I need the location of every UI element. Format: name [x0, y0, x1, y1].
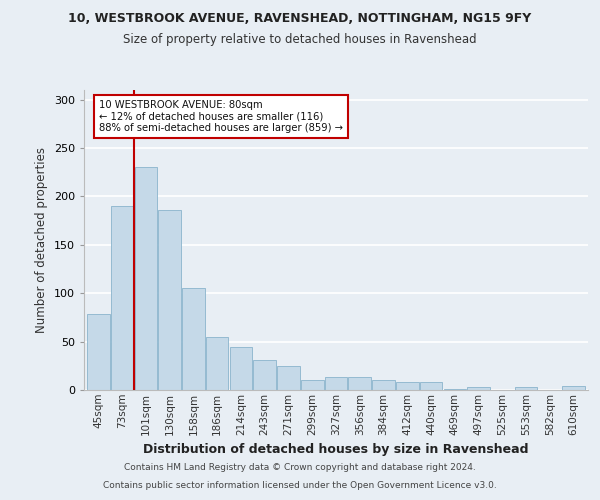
- Bar: [396, 382, 419, 390]
- Bar: [277, 366, 300, 390]
- Bar: [420, 382, 442, 390]
- Bar: [443, 389, 466, 390]
- X-axis label: Distribution of detached houses by size in Ravenshead: Distribution of detached houses by size …: [143, 443, 529, 456]
- Bar: [158, 210, 181, 390]
- Bar: [206, 337, 229, 390]
- Bar: [349, 378, 371, 390]
- Text: Size of property relative to detached houses in Ravenshead: Size of property relative to detached ho…: [123, 32, 477, 46]
- Bar: [111, 206, 133, 390]
- Bar: [372, 380, 395, 390]
- Bar: [134, 168, 157, 390]
- Text: Contains public sector information licensed under the Open Government Licence v3: Contains public sector information licen…: [103, 481, 497, 490]
- Bar: [87, 314, 110, 390]
- Bar: [253, 360, 276, 390]
- Bar: [325, 378, 347, 390]
- Y-axis label: Number of detached properties: Number of detached properties: [35, 147, 48, 333]
- Bar: [182, 288, 205, 390]
- Text: 10, WESTBROOK AVENUE, RAVENSHEAD, NOTTINGHAM, NG15 9FY: 10, WESTBROOK AVENUE, RAVENSHEAD, NOTTIN…: [68, 12, 532, 26]
- Bar: [467, 387, 490, 390]
- Text: Contains HM Land Registry data © Crown copyright and database right 2024.: Contains HM Land Registry data © Crown c…: [124, 464, 476, 472]
- Text: 10 WESTBROOK AVENUE: 80sqm
← 12% of detached houses are smaller (116)
88% of sem: 10 WESTBROOK AVENUE: 80sqm ← 12% of deta…: [100, 100, 343, 133]
- Bar: [301, 380, 323, 390]
- Bar: [230, 348, 252, 390]
- Bar: [562, 386, 585, 390]
- Bar: [515, 387, 538, 390]
